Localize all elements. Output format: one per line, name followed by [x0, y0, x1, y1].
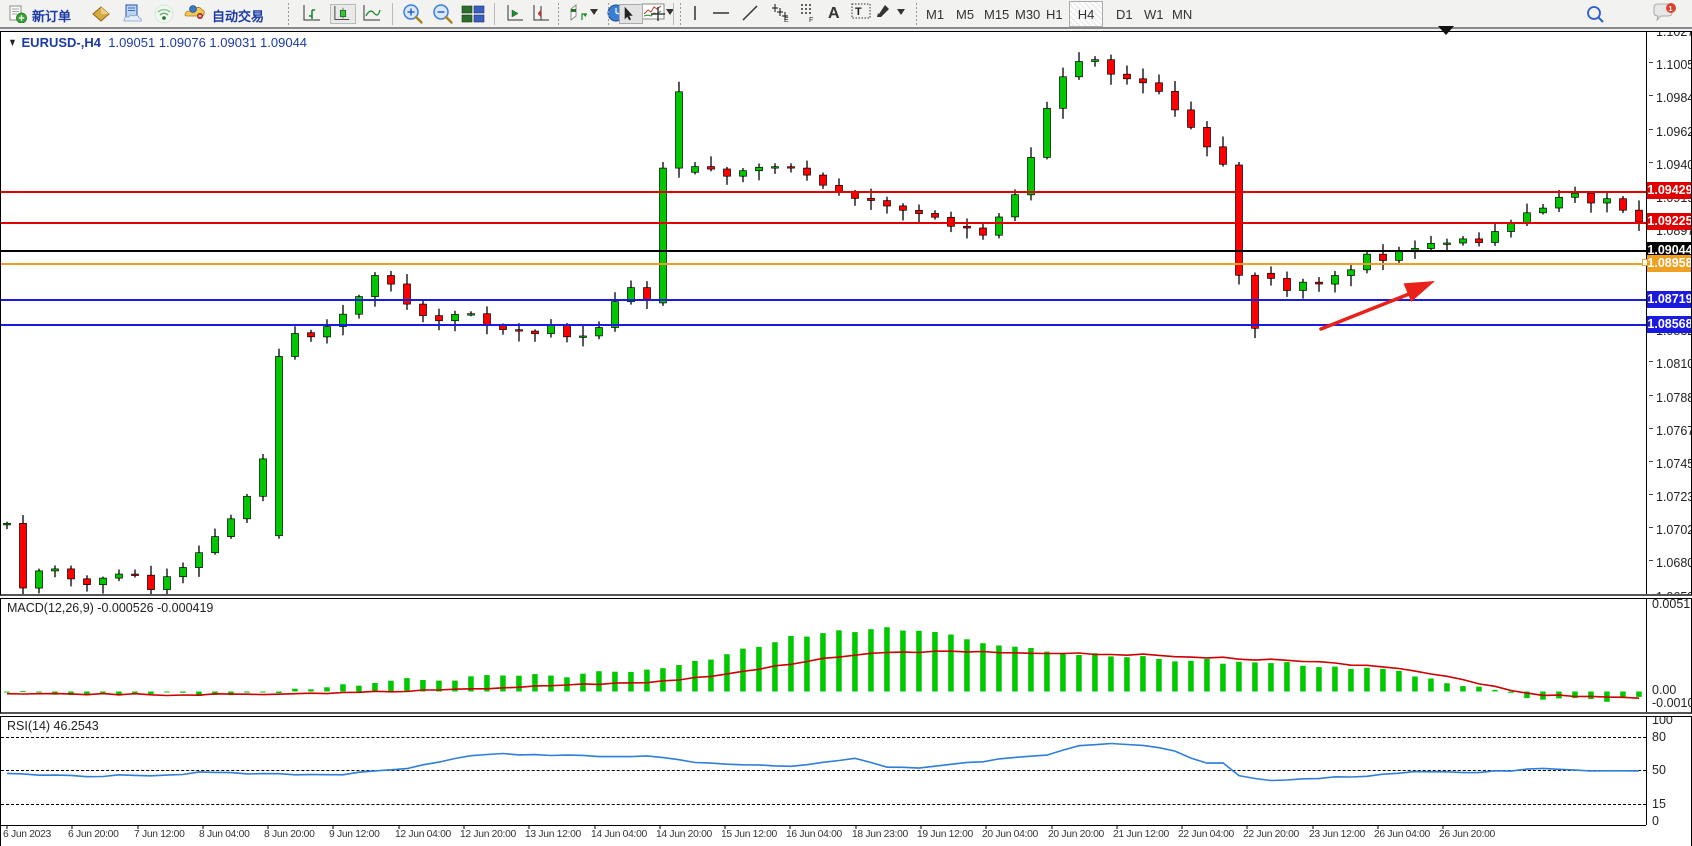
svg-text:E: E	[784, 17, 789, 23]
svg-text:1: 1	[1668, 4, 1672, 13]
svg-text:F: F	[809, 17, 813, 23]
svg-text:T: T	[855, 6, 862, 18]
svg-text:A: A	[828, 5, 840, 22]
